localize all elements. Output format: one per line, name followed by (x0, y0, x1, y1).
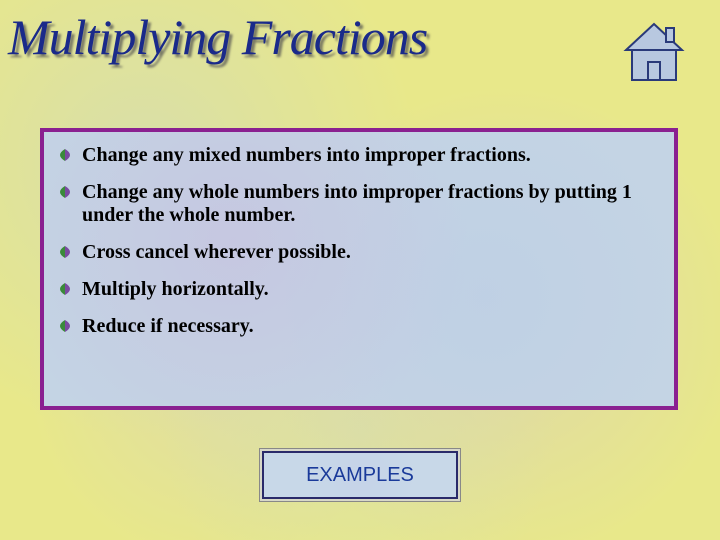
examples-button-label: EXAMPLES (306, 464, 414, 487)
bullet-icon (58, 185, 72, 199)
instructions-box: Change any mixed numbers into improper f… (40, 128, 678, 410)
bullet-icon (58, 319, 72, 333)
home-icon[interactable] (620, 18, 688, 91)
page-title: Multiplying Fractions (8, 8, 427, 66)
list-item: Cross cancel wherever possible. (58, 241, 660, 264)
list-item: Reduce if necessary. (58, 315, 660, 338)
list-item: Multiply horizontally. (58, 278, 660, 301)
bullet-icon (58, 148, 72, 162)
bullet-text: Cross cancel wherever possible. (82, 241, 351, 264)
list-item: Change any mixed numbers into improper f… (58, 144, 660, 167)
bullet-text: Reduce if necessary. (82, 315, 254, 338)
bullet-icon (58, 282, 72, 296)
list-item: Change any whole numbers into improper f… (58, 181, 660, 227)
bullet-text: Change any whole numbers into improper f… (82, 181, 660, 227)
bullet-text: Change any mixed numbers into improper f… (82, 144, 531, 167)
examples-button[interactable]: EXAMPLES (264, 453, 456, 497)
bullet-icon (58, 245, 72, 259)
bullet-text: Multiply horizontally. (82, 278, 269, 301)
